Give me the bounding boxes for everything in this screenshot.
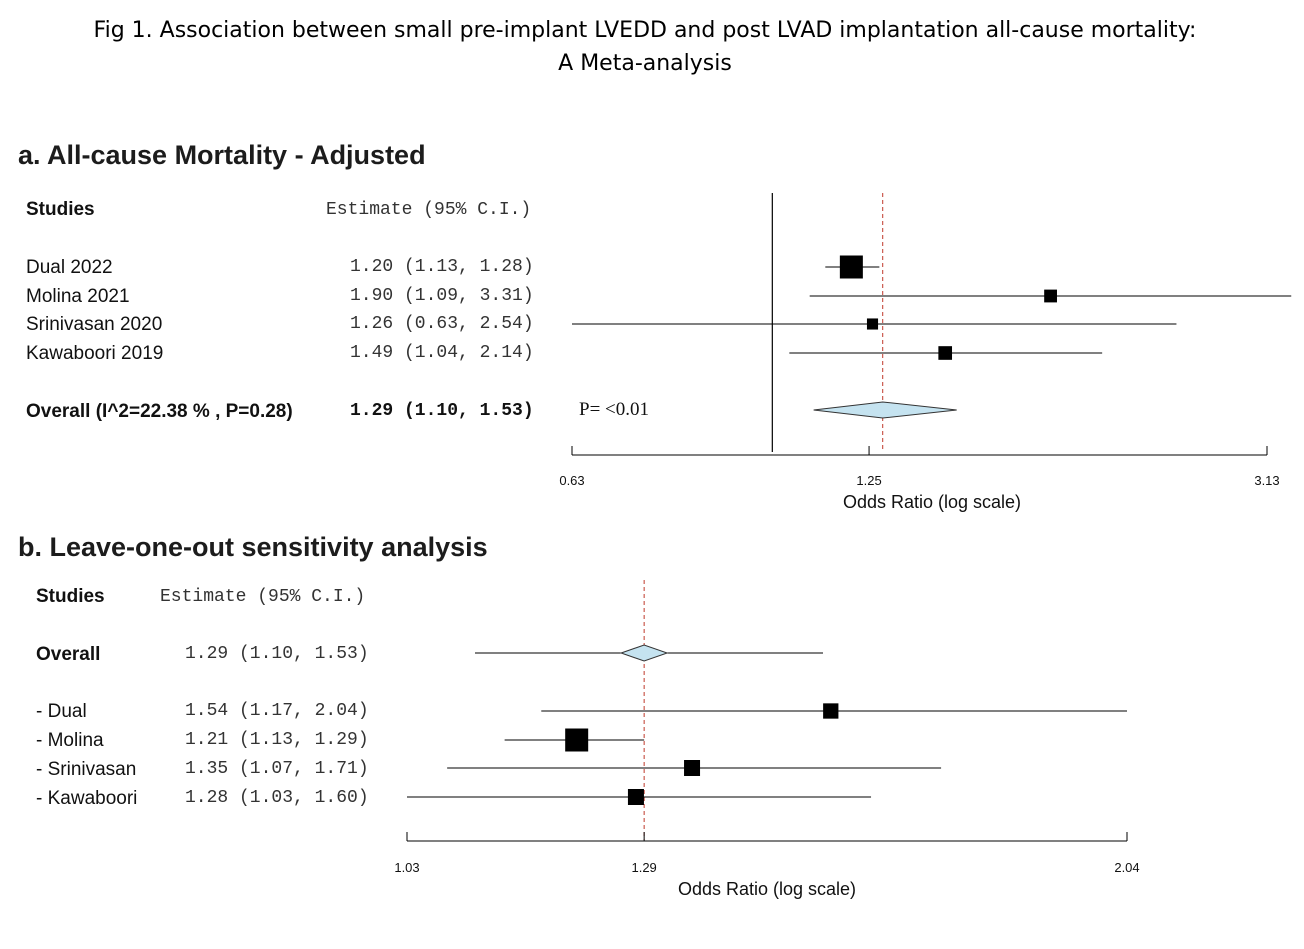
panel-b-study-label: - Dual [36, 701, 87, 722]
panel-a-point-estimate-square [839, 255, 863, 279]
panel-b-overall-label: Overall [36, 644, 101, 665]
panel-b-study-estimate: 1.35 (1.07, 1.71) [185, 759, 369, 779]
panel-a-x-tick-label: 3.13 [1254, 473, 1279, 488]
panel-a-point-estimate-square [1044, 289, 1057, 303]
panel-b-x-tick-label: 2.04 [1114, 860, 1139, 875]
panel-a-x-axis-title: Odds Ratio (log scale) [842, 492, 1022, 512]
panel-b-overall-estimate: 1.29 (1.10, 1.53) [185, 644, 369, 664]
panel-a-overall-estimate: 1.29 (1.10, 1.53) [350, 401, 534, 421]
panel-b-x-axis-title: Odds Ratio (log scale) [677, 879, 857, 899]
panel-b-point-estimate-square [565, 728, 589, 752]
panel-a-overall-label: Overall (I^2=22.38 % , P=0.28) [26, 401, 293, 422]
panel-a-study-estimate: 1.26 (0.63, 2.54) [350, 314, 534, 334]
panel-b-point-estimate-square [684, 760, 701, 776]
panel-a-study-label: Dual 2022 [26, 257, 113, 278]
panel-a-title: a. All-cause Mortality - Adjusted [18, 140, 426, 170]
panel-b-overall-diamond [619, 644, 669, 662]
panel-b-study-label: - Kawaboori [36, 788, 138, 809]
panel-b-x-tick-label: 1.03 [394, 860, 419, 875]
panel-a-study-estimate: 1.20 (1.13, 1.28) [350, 257, 534, 277]
panel-b-study-estimate: 1.21 (1.13, 1.29) [185, 730, 369, 750]
panel-b-study-label: - Srinivasan [36, 759, 137, 780]
panel-a-point-estimate-square [866, 318, 879, 330]
panel-b-studies-header: Studies [36, 586, 105, 607]
panel-a-study-label: Kawaboori 2019 [26, 343, 164, 364]
panel-b-title: b. Leave-one-out sensitivity analysis [18, 532, 488, 562]
panel-b-study-estimate: 1.54 (1.17, 2.04) [185, 701, 369, 721]
panel-b-study-label: - Molina [36, 730, 104, 751]
panel-b-x-tick-label: 1.29 [631, 860, 656, 875]
panel-b-estimate-header: Estimate (95% C.I.) [160, 587, 366, 607]
panel-a-estimate-header: Estimate (95% C.I.) [326, 200, 532, 220]
panel-b-study-estimate: 1.28 (1.03, 1.60) [185, 788, 369, 808]
panel-a-overall-diamond [813, 401, 957, 419]
panel-a-study-label: Molina 2021 [26, 286, 130, 307]
panel-a-studies-header: Studies [26, 199, 95, 220]
panel-b-point-estimate-square [627, 789, 644, 805]
panel-a-p-value: P= <0.01 [579, 399, 649, 420]
panel-a-study-label: Srinivasan 2020 [26, 314, 163, 335]
panel-a-point-estimate-square [938, 346, 953, 360]
panel-a-x-tick-label: 1.25 [856, 473, 881, 488]
figure-title-line-1: Fig 1. Association between small pre-imp… [93, 18, 1197, 43]
figure-title-line-2: A Meta-analysis [558, 51, 732, 76]
panel-a-study-estimate: 1.90 (1.09, 3.31) [350, 286, 534, 306]
panel-b-point-estimate-square [823, 703, 839, 719]
panel-a-x-tick-label: 0.63 [559, 473, 584, 488]
panel-a-study-estimate: 1.49 (1.04, 2.14) [350, 343, 534, 363]
